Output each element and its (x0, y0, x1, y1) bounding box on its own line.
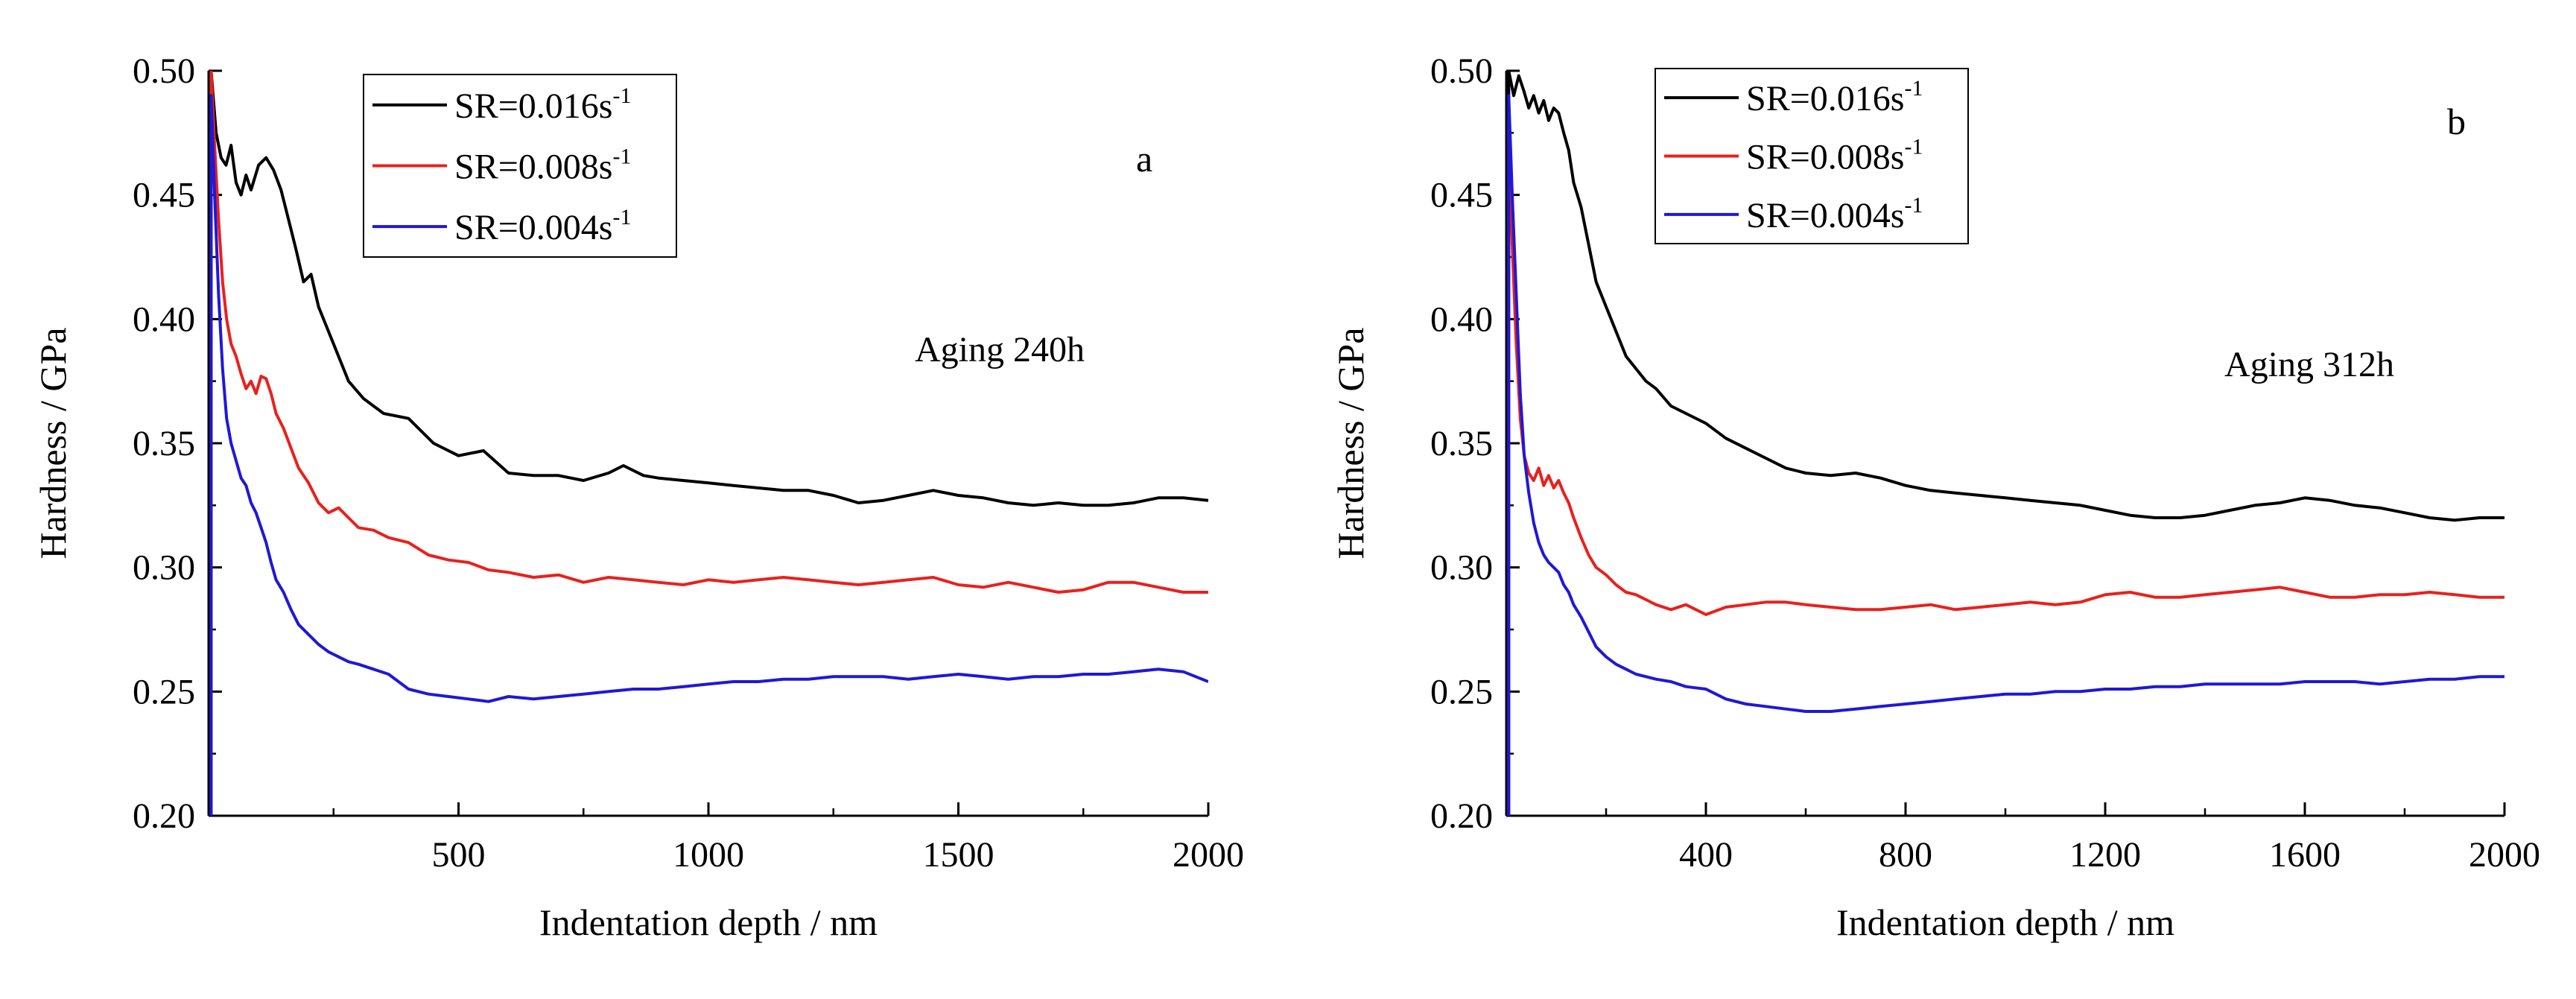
series-line-red (1507, 118, 2504, 816)
x-tick-label: 2000 (1173, 835, 1244, 875)
x-tick-label: 1000 (673, 835, 744, 875)
series-line-black (1507, 71, 2504, 816)
x-tick-label: 800 (1879, 835, 1932, 875)
series-line-blue (1507, 94, 2504, 816)
y-tick-label: 0.45 (133, 176, 195, 215)
legend-label: SR=0.004s-1 (454, 205, 631, 247)
y-tick-label: 0.50 (1430, 51, 1493, 91)
annotation-aging: Aging 312h (2224, 345, 2394, 384)
chart-panel-a: 0.20 0.25 0.30 0.35 0.40 0.45 0.50 500 1000 1500 2… (32, 51, 1244, 943)
x-tick-label: 1500 (923, 835, 994, 875)
series-line-red (209, 71, 1208, 816)
x-tick-label: 2000 (2469, 835, 2540, 875)
y-tick-label: 0.35 (1430, 424, 1493, 463)
x-tick-label: 1200 (2069, 835, 2141, 875)
x-axis-title: Indentation depth / nm (1836, 901, 2174, 943)
legend: SR=0.016s-1 SR=0.008s-1 SR=0.004s-1 (363, 74, 677, 258)
y-tick-label: 0.40 (1430, 299, 1493, 339)
panel-letter: b (2447, 101, 2466, 142)
y-tick-label: 0.40 (133, 299, 195, 339)
y-axis-title: Hardness / GPa (32, 327, 74, 559)
x-tick-label: 1600 (2269, 835, 2341, 875)
legend: SR=0.016s-1 SR=0.008s-1 SR=0.004s-1 (1655, 68, 1969, 244)
y-tick-label: 0.30 (133, 548, 195, 588)
y-tick-label: 0.50 (133, 51, 195, 91)
y-tick-label: 0.30 (1430, 548, 1493, 588)
panel-letter: a (1136, 138, 1152, 180)
y-axis-title: Hardness / GPa (1330, 327, 1371, 559)
series-line-black (209, 71, 1208, 816)
y-tick-label: 0.25 (1430, 672, 1493, 711)
y-tick-label: 0.20 (133, 796, 195, 836)
y-tick-label: 0.35 (133, 424, 195, 463)
legend-label: SR=0.008s-1 (454, 145, 631, 187)
legend-label: SR=0.008s-1 (1746, 135, 1923, 177)
x-tick-label: 500 (432, 835, 486, 875)
y-tick-label: 0.25 (133, 672, 195, 711)
x-axis-title: Indentation depth / nm (539, 901, 878, 943)
legend-label: SR=0.016s-1 (454, 83, 631, 126)
x-tick-label: 400 (1679, 835, 1733, 875)
y-tick-label: 0.20 (1430, 796, 1493, 836)
legend-label: SR=0.016s-1 (1746, 76, 1923, 118)
annotation-aging: Aging 240h (915, 330, 1085, 370)
legend-label: SR=0.004s-1 (1746, 193, 1923, 235)
chart-panel-b: 0.20 0.25 0.30 0.35 0.40 0.45 0.50 400 800 1200 16… (1330, 51, 2540, 943)
series-line-blue (209, 94, 1208, 816)
y-tick-label: 0.45 (1430, 176, 1493, 215)
